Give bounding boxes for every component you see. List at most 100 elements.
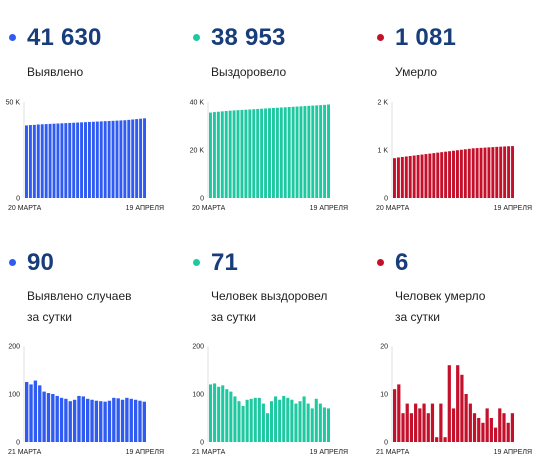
bar — [125, 397, 129, 442]
bar — [311, 105, 315, 198]
daily-deaths-value: 6 — [395, 249, 409, 276]
bar — [447, 365, 451, 442]
bar — [420, 154, 424, 198]
bar — [498, 408, 502, 442]
bar — [129, 398, 133, 442]
bar — [418, 408, 422, 442]
series-dot-icon — [377, 34, 384, 41]
bar — [326, 408, 330, 442]
y-tick-label: 100 — [8, 392, 20, 399]
bar — [36, 124, 40, 198]
bar — [310, 408, 314, 442]
bar — [72, 399, 77, 442]
bar — [143, 118, 146, 198]
bar — [59, 397, 64, 442]
bar — [443, 437, 447, 442]
bar — [283, 107, 287, 198]
bar — [412, 155, 416, 198]
bar — [111, 120, 115, 198]
bar — [274, 396, 278, 442]
bar — [25, 382, 29, 442]
y-tick-label: 50 K — [6, 100, 21, 107]
bar — [260, 108, 264, 198]
bar — [38, 385, 42, 442]
bar — [416, 155, 420, 198]
bar — [46, 393, 51, 442]
detected-label: Выявлено — [27, 65, 84, 79]
y-tick-label: 20 — [380, 344, 388, 351]
bar — [112, 397, 116, 442]
bar — [502, 413, 506, 442]
bar — [401, 413, 405, 442]
y-tick-label: 1 K — [377, 148, 388, 155]
bar — [510, 413, 514, 442]
bar — [491, 147, 495, 198]
bar — [489, 418, 493, 442]
bar — [409, 413, 414, 442]
bar — [123, 120, 127, 198]
series-dot-icon — [377, 259, 384, 266]
bar — [307, 105, 311, 198]
bar — [95, 121, 99, 198]
bar — [440, 152, 444, 198]
y-tick-label: 10 — [380, 392, 388, 399]
bar — [209, 384, 213, 442]
bar — [68, 401, 72, 442]
bar — [405, 403, 409, 442]
bar — [240, 109, 244, 198]
bar — [249, 398, 253, 442]
bar — [86, 398, 90, 442]
bar — [426, 413, 430, 442]
deaths-chart: 2 K 1 K 0 20 МАРТА 19 АПРЕЛЯ — [376, 100, 532, 213]
bar — [463, 149, 467, 198]
bar — [294, 403, 298, 442]
bar — [257, 397, 261, 442]
bar — [506, 422, 510, 442]
x-end-label: 19 АПРЕЛЯ — [494, 449, 532, 456]
bar — [279, 107, 283, 198]
bar — [303, 106, 307, 198]
bar — [481, 422, 485, 442]
detected-total-value: 41 630 — [27, 24, 102, 51]
series-dot-icon — [193, 34, 200, 41]
bar — [503, 146, 507, 198]
x-end-label: 19 АПРЕЛЯ — [310, 449, 348, 456]
bar — [131, 119, 135, 198]
bar — [236, 110, 240, 198]
bar — [51, 394, 55, 442]
bar — [271, 108, 275, 198]
x-end-label: 19 АПРЕЛЯ — [310, 205, 348, 212]
panel-daily-recovered: 71 Человек выздоровел за сутки 200 100 0 21… — [184, 231, 368, 461]
bar — [315, 105, 319, 198]
bar — [286, 397, 290, 442]
x-end-label: 19 АПРЕЛЯ — [126, 205, 164, 212]
panel-daily-detected: 90 Выявлено случаев за сутки 200 100 0 21 М… — [0, 231, 184, 461]
daily-recovered-label: Человек выздоровел за сутки — [211, 289, 328, 324]
bar — [119, 120, 123, 198]
y-tick-label: 0 — [200, 196, 204, 203]
bar — [237, 401, 241, 442]
bar — [90, 399, 94, 442]
bar — [64, 123, 68, 198]
bar — [72, 122, 76, 198]
bar — [256, 108, 260, 198]
bar — [116, 398, 120, 442]
bar — [507, 146, 511, 198]
bar — [80, 122, 84, 198]
bar — [495, 146, 499, 198]
bar — [224, 111, 228, 198]
recovered-total-value: 38 953 — [211, 24, 286, 51]
bar — [68, 122, 72, 198]
bar — [56, 123, 60, 198]
bar — [248, 109, 252, 198]
bar — [428, 153, 432, 198]
bar — [94, 400, 99, 442]
bar — [323, 104, 327, 198]
bar — [295, 106, 299, 198]
bar — [400, 156, 404, 198]
x-start-label: 21 МАРТА — [376, 449, 410, 456]
y-tick-label: 0 — [16, 196, 20, 203]
bar — [127, 119, 131, 198]
bar — [216, 111, 220, 198]
x-end-label: 19 АПРЕЛЯ — [126, 449, 164, 456]
